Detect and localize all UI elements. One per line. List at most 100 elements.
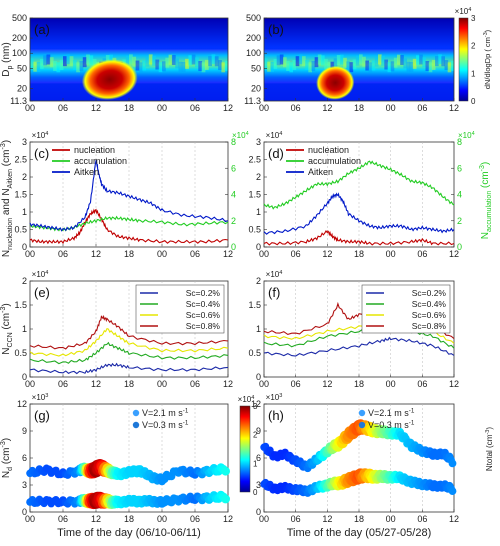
- legend-label: Aitken: [308, 167, 333, 177]
- x-tick-label: 00: [386, 249, 396, 259]
- band-texture: [390, 61, 395, 72]
- y-tick-label: 3: [22, 137, 27, 147]
- band-texture: [132, 56, 137, 67]
- band-texture: [72, 60, 77, 71]
- legend-label: Sc=0.2%: [186, 288, 221, 298]
- band-texture: [295, 56, 300, 67]
- x-tick-label: 00: [259, 103, 269, 113]
- y-exponent: ×104​: [266, 131, 283, 140]
- x-tick-label: 00: [259, 514, 269, 524]
- y-tick-label: 0.5: [14, 225, 27, 235]
- band-texture: [428, 62, 433, 73]
- y-tick-label: 100: [12, 48, 27, 58]
- band-texture: [371, 60, 376, 71]
- x-tick-label: 06: [190, 379, 200, 389]
- series-line-sc-0-4-: [29, 341, 229, 365]
- band-texture: [346, 61, 350, 72]
- band-texture: [393, 57, 398, 68]
- band-texture: [165, 57, 170, 68]
- x-tick-label: 18: [124, 249, 134, 259]
- y-exponent: ×104​: [32, 131, 49, 140]
- colorbar: [239, 405, 251, 493]
- band-texture: [374, 56, 379, 67]
- band-texture: [188, 55, 193, 66]
- x-tick-label: 06: [417, 379, 427, 389]
- band-texture: [298, 54, 303, 65]
- colorbar-label: dN/dlogDp ( cm-3​): [483, 29, 492, 89]
- band-texture: [441, 56, 445, 67]
- legend-label: Sc=0.4%: [412, 299, 447, 309]
- band-texture: [135, 60, 140, 71]
- colorbar-label: Ntotal (cm-3​): [485, 427, 494, 471]
- y-exponent: ×104​: [266, 270, 283, 279]
- y-tick-label: 6: [22, 453, 27, 463]
- y-axis-label: Nd​ (cm-3​): [0, 438, 14, 478]
- y-tick-label: 3: [22, 480, 27, 490]
- y-tick-label: 0: [256, 372, 261, 382]
- band-texture: [63, 56, 67, 67]
- band-texture: [59, 59, 64, 70]
- x-axis-label: Time of the day (05/27-05/28): [287, 527, 432, 539]
- panel-label: (g): [34, 408, 50, 423]
- band-texture: [362, 56, 366, 67]
- band-texture: [283, 57, 287, 68]
- y-tick-label: 2: [256, 172, 261, 182]
- x-tick-label: 00: [259, 249, 269, 259]
- band-texture: [447, 62, 452, 73]
- band-texture: [178, 61, 183, 72]
- band-texture: [145, 56, 150, 67]
- x-tick-label: 12: [449, 379, 459, 389]
- band-texture: [264, 58, 268, 69]
- y-tick-label: 200: [246, 33, 261, 43]
- band-texture: [412, 58, 417, 69]
- y-tick-label: 2.5: [248, 155, 261, 165]
- band-texture: [276, 55, 281, 66]
- x-tick-label: 06: [291, 103, 301, 113]
- series-line-sc-0-2-: [29, 362, 229, 375]
- y-tick-label: 12: [251, 399, 261, 409]
- scatter-point: [448, 459, 457, 468]
- x-tick-label: 18: [354, 249, 364, 259]
- colorbar-exponent: ×104​: [455, 7, 472, 16]
- colorbar-tick-label: 2: [253, 431, 258, 440]
- x-tick-label: 06: [417, 249, 427, 259]
- band-texture: [39, 58, 44, 69]
- x-tick-label: 12: [223, 514, 233, 524]
- y-tick-label: 0: [22, 242, 27, 252]
- growth-event: [316, 65, 355, 100]
- colorbar-tick-label: 3: [471, 14, 476, 23]
- band-texture: [43, 55, 47, 66]
- band-texture: [422, 57, 426, 68]
- x-tick-label: 00: [386, 514, 396, 524]
- band-texture: [381, 55, 385, 66]
- panel-label: (f): [268, 285, 280, 300]
- series-line-aitken: [263, 192, 455, 235]
- band-texture: [66, 54, 71, 65]
- band-texture: [352, 59, 357, 70]
- band-texture: [142, 60, 146, 71]
- legend-label: Sc=0.8%: [412, 321, 447, 331]
- panel-label: (c): [34, 146, 49, 161]
- legend-label: Sc=0.4%: [186, 299, 221, 309]
- x-tick-label: 18: [124, 514, 134, 524]
- x-tick-label: 00: [25, 249, 35, 259]
- x-tick-label: 12: [91, 103, 101, 113]
- band-texture: [148, 54, 153, 65]
- band-texture: [368, 62, 373, 73]
- x-tick-label: 12: [91, 249, 101, 259]
- band-texture: [365, 60, 369, 71]
- colorbar-tick-label: 3: [253, 402, 258, 411]
- band-texture: [273, 58, 278, 69]
- x-tick-label: 06: [417, 103, 427, 113]
- y-tick-label: 3: [256, 480, 261, 490]
- band-texture: [305, 60, 309, 71]
- legend-label: Aitken: [74, 167, 99, 177]
- band-texture: [419, 54, 423, 65]
- y-axis-label: Nnucleation​ and NAitken​ (cm-3​): [0, 140, 14, 257]
- band-texture: [311, 60, 316, 71]
- band-texture: [46, 54, 51, 65]
- y-tick-label: 2: [256, 276, 261, 286]
- y2-exponent: ×104​: [232, 131, 249, 140]
- y-tick-label: 1.5: [248, 300, 261, 310]
- y-axis-label: Dp​ (nm): [1, 42, 14, 76]
